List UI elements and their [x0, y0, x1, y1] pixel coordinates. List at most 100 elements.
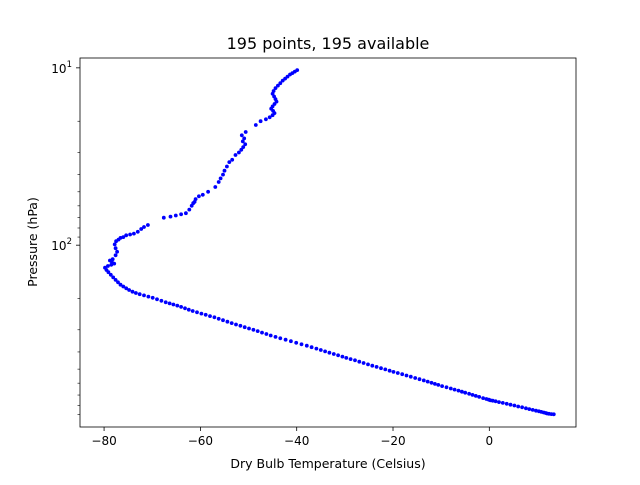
data-point: [404, 373, 409, 378]
data-point: [463, 390, 468, 395]
data-point: [142, 293, 146, 298]
data-point: [344, 356, 349, 360]
y-tick-exponent: 2: [67, 237, 72, 247]
data-point: [221, 318, 225, 323]
data-point: [130, 289, 135, 294]
data-point: [230, 157, 235, 162]
data-point: [197, 194, 201, 199]
data-point: [537, 409, 541, 414]
data-point: [440, 384, 444, 388]
data-point: [183, 306, 187, 311]
data-point: [175, 303, 180, 308]
data-point: [171, 302, 176, 307]
data-point: [109, 262, 114, 267]
data-point: [134, 291, 138, 295]
data-point: [225, 319, 230, 324]
data-point: [168, 214, 173, 219]
data-point: [417, 377, 422, 382]
data-point: [142, 225, 146, 229]
data-point: [497, 400, 501, 404]
data-point: [113, 253, 118, 258]
data-point: [113, 278, 118, 282]
data-point: [421, 378, 426, 383]
data-point: [374, 365, 379, 369]
data-point: [289, 339, 293, 344]
data-point: [473, 394, 478, 398]
data-point: [278, 81, 283, 86]
data-point: [159, 298, 164, 303]
data-point: [271, 89, 276, 93]
data-point: [314, 346, 319, 351]
data-point: [481, 396, 485, 400]
data-point: [221, 172, 225, 177]
data-point: [527, 407, 532, 411]
data-point: [253, 123, 258, 127]
data-point: [520, 405, 524, 410]
data-point: [239, 133, 244, 138]
data-point: [135, 229, 140, 234]
data-point: [229, 321, 234, 325]
data-point: [167, 301, 172, 306]
data-point: [237, 150, 241, 155]
data-point: [400, 372, 405, 377]
data-point: [121, 235, 126, 240]
data-point: [444, 385, 449, 390]
data-point: [155, 297, 159, 302]
data-point: [113, 246, 118, 251]
data-point: [247, 326, 251, 331]
x-tick-label: −40: [284, 434, 309, 448]
data-point: [238, 323, 243, 328]
data-point: [258, 119, 263, 124]
data-point: [240, 139, 245, 144]
data-point: [108, 272, 113, 277]
data-point: [413, 376, 418, 380]
data-point: [111, 275, 116, 280]
data-point: [124, 233, 129, 238]
data-point: [243, 130, 248, 134]
data-point: [218, 176, 223, 181]
data-point: [128, 232, 133, 237]
points-layer: [103, 68, 556, 417]
data-point: [132, 231, 136, 236]
data-point: [477, 395, 482, 399]
data-point: [112, 242, 117, 247]
data-point: [504, 401, 509, 406]
data-point: [225, 164, 229, 169]
chart-title: 195 points, 195 available: [227, 34, 430, 53]
data-point: [516, 404, 521, 409]
data-point: [206, 189, 211, 194]
data-point: [353, 358, 357, 363]
data-point: [268, 333, 273, 338]
data-point: [318, 348, 323, 352]
data-point: [273, 335, 278, 339]
data-point: [524, 406, 528, 411]
data-point: [203, 312, 208, 317]
data-point: [150, 295, 155, 300]
data-point: [304, 343, 309, 348]
data-point: [106, 264, 110, 268]
data-point: [208, 314, 212, 318]
data-point: [195, 310, 199, 315]
data-point: [433, 382, 437, 386]
data-point: [179, 305, 184, 309]
data-point: [146, 223, 150, 227]
data-point: [309, 345, 314, 350]
data-point: [276, 83, 280, 88]
data-point: [264, 332, 269, 336]
x-axis-label: Dry Bulb Temperature (Celsius): [230, 456, 425, 471]
data-point: [186, 307, 191, 312]
data-point: [161, 215, 166, 220]
data-point: [121, 284, 126, 289]
data-point: [508, 402, 513, 407]
data-point: [299, 342, 304, 347]
data-point: [260, 330, 264, 335]
data-point: [163, 300, 168, 305]
data-point: [283, 337, 288, 342]
data-point: [216, 180, 221, 184]
data-point: [115, 249, 119, 254]
data-point: [379, 366, 383, 371]
data-point: [213, 185, 218, 189]
data-point: [467, 391, 471, 396]
